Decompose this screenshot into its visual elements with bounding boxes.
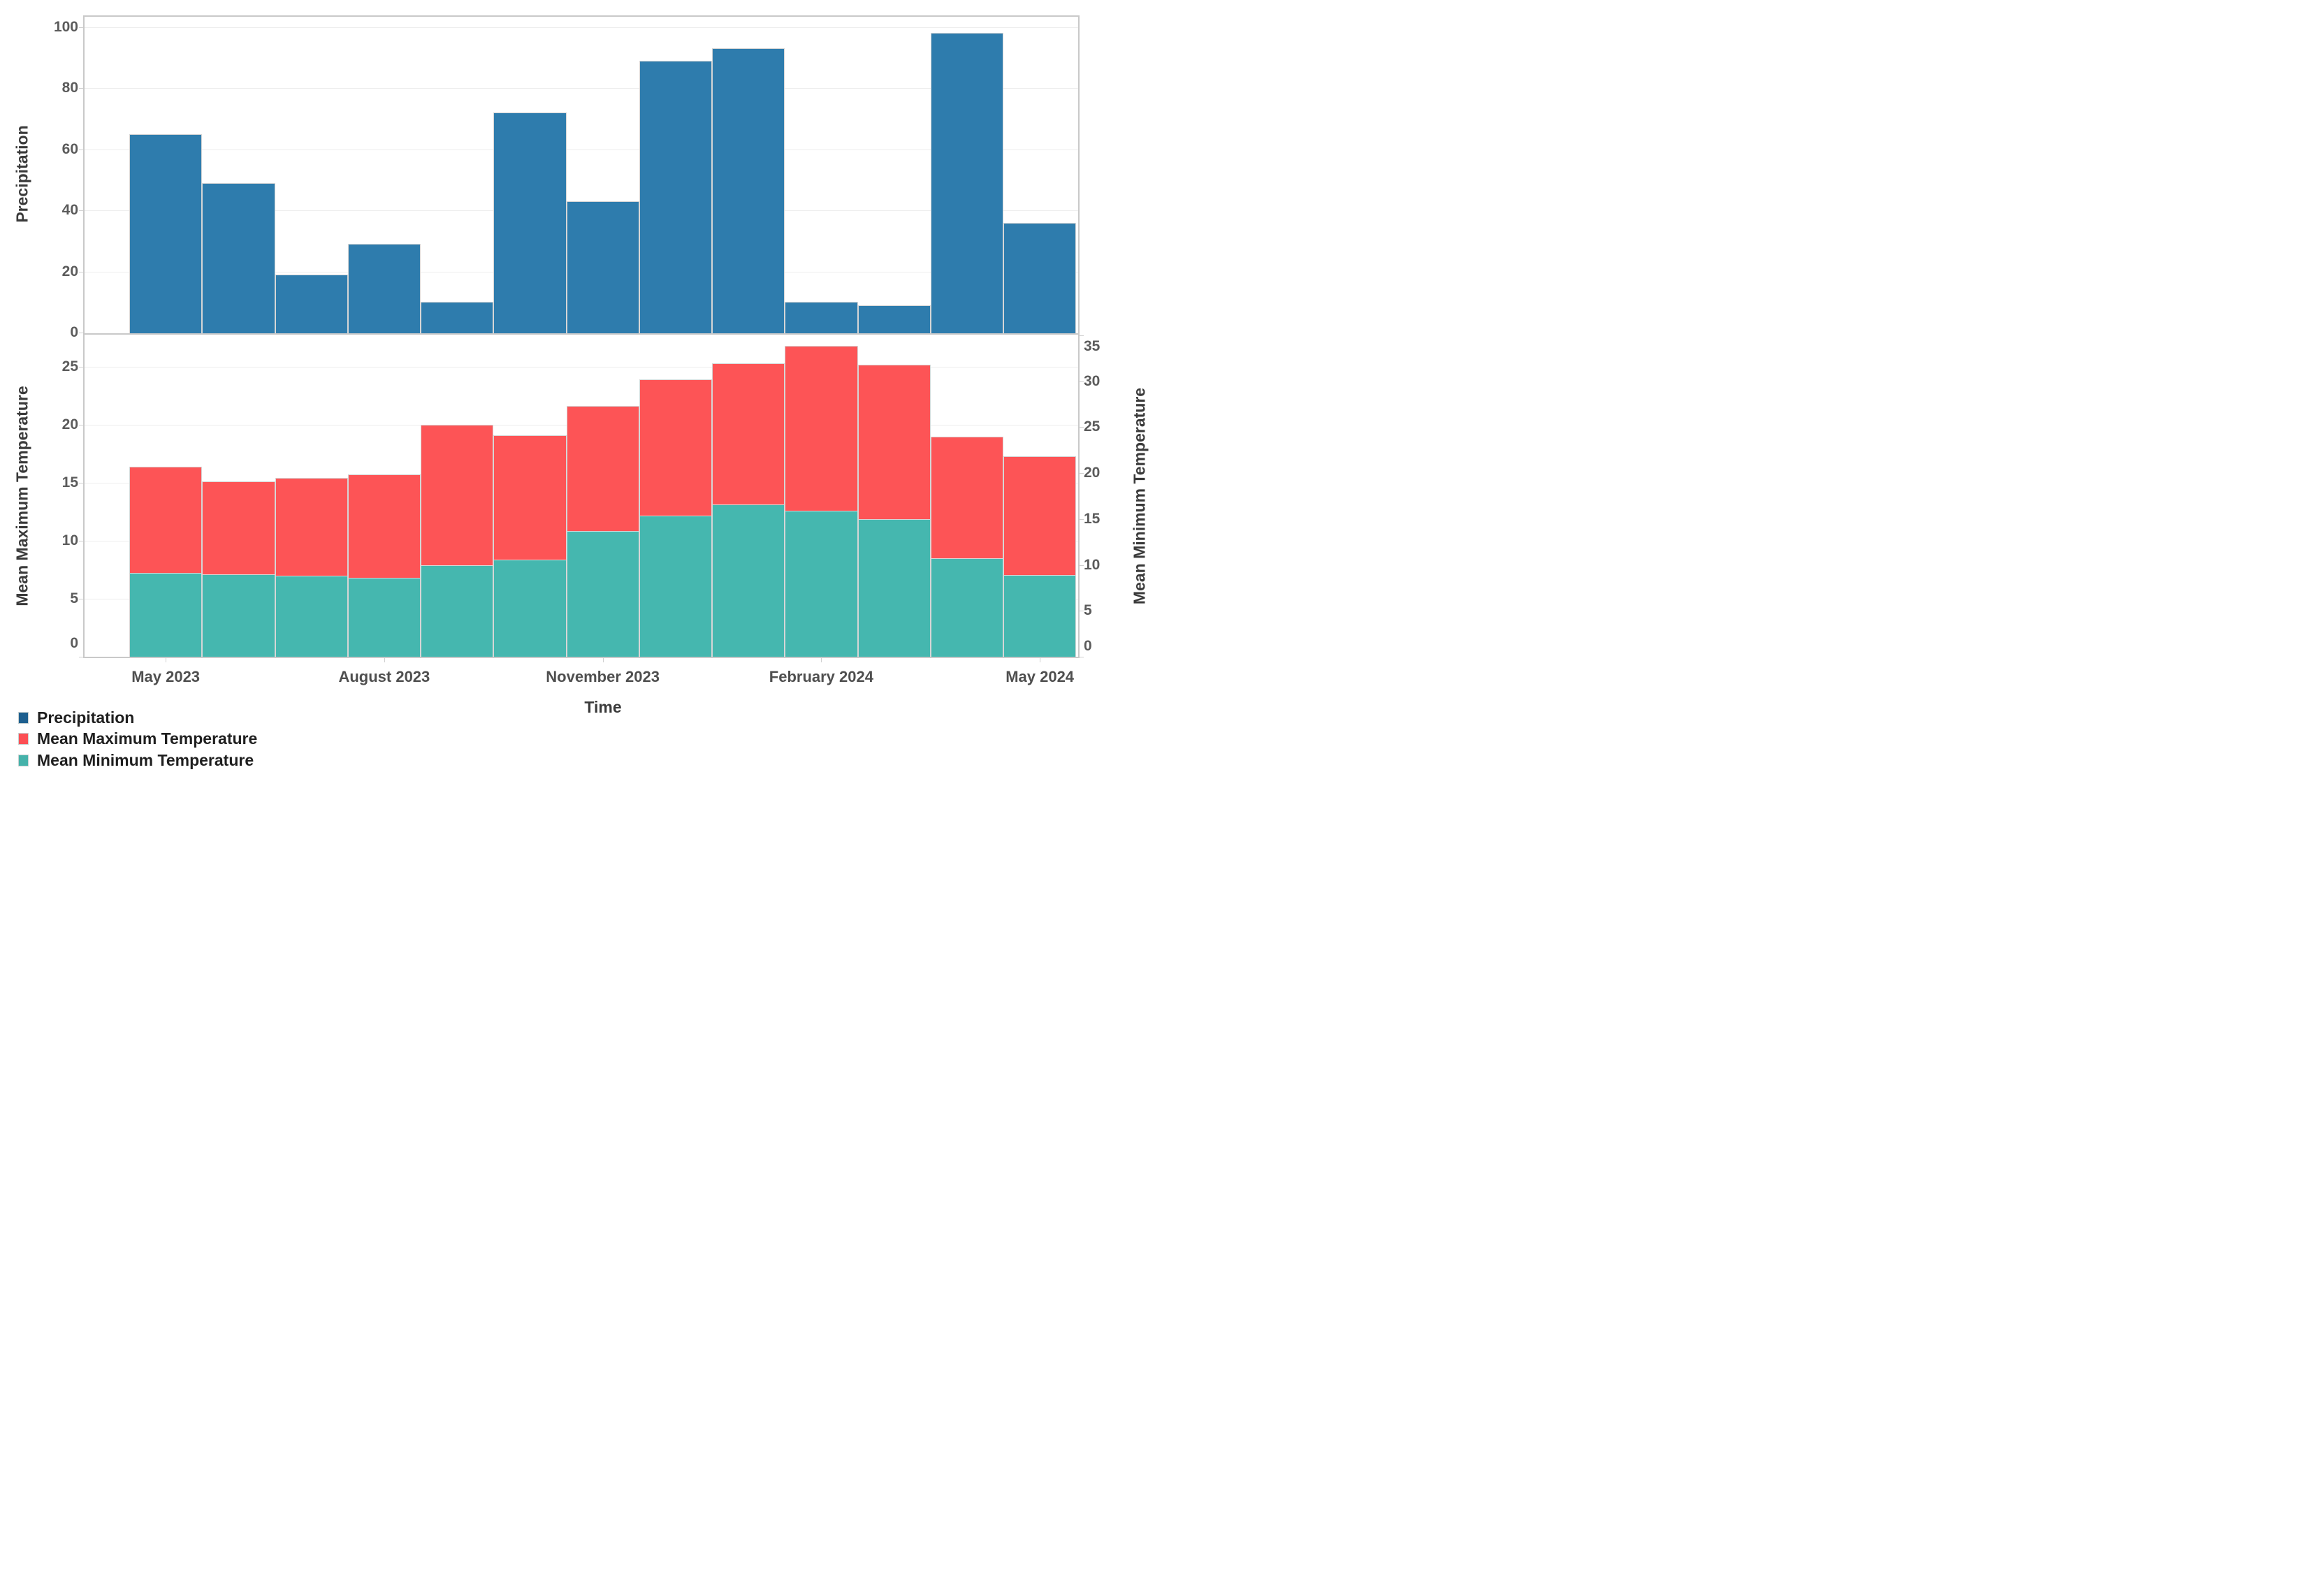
- legend-item-max-temperature: Mean Maximum Temperature: [18, 728, 257, 749]
- y-tick-label: 20: [61, 263, 78, 279]
- x-tick-mark: [821, 657, 822, 662]
- gridline: [85, 88, 1078, 89]
- x-tick-label: May 2024: [1005, 668, 1075, 685]
- y-tick-label: 100: [53, 18, 78, 35]
- legend-swatch-precipitation: [18, 711, 29, 724]
- y-tick-label: 80: [61, 80, 78, 96]
- x-tick-mark: [602, 657, 604, 662]
- x-tick-label: May 2023: [131, 668, 201, 685]
- top-panel-top-spine: [85, 15, 1078, 17]
- precipitation-bar: [1003, 222, 1077, 333]
- precipitation-bar: [857, 305, 931, 333]
- y-tick-label: 40: [61, 202, 78, 218]
- precipitation-bar: [493, 112, 567, 333]
- legend-swatch-max-temperature: [18, 732, 29, 745]
- y-tick-label: 0: [70, 324, 78, 340]
- min-temp-bar: [421, 565, 494, 657]
- legend-swatch-min-temperature: [18, 754, 29, 766]
- y-tick-mark: [79, 210, 85, 211]
- y-tick-label-right: 30: [1084, 372, 1101, 389]
- y-tick-mark-right: [1078, 335, 1084, 336]
- legend-label-max-temperature: Mean Maximum Temperature: [37, 729, 258, 748]
- y-tick-mark-right: [1078, 518, 1084, 520]
- min-temp-bar: [1003, 575, 1077, 657]
- x-tick-label: November 2023: [546, 668, 660, 685]
- y-tick-label-right: 35: [1084, 338, 1101, 354]
- y-tick-mark-right: [1078, 381, 1084, 382]
- legend-label-min-temperature: Mean Minimum Temperature: [37, 750, 254, 769]
- y-tick-label-left: 10: [61, 532, 78, 548]
- min-temp-bar: [129, 573, 203, 657]
- y-tick-label-right: 5: [1084, 602, 1092, 619]
- y-tick-label-left: 25: [61, 358, 78, 374]
- precipitation-bar: [566, 201, 639, 333]
- legend-item-min-temperature: Mean Minimum Temperature: [18, 750, 254, 771]
- y-tick-label-right: 20: [1084, 465, 1101, 481]
- y-tick-label-right: 25: [1084, 419, 1101, 435]
- precipitation-bar: [785, 302, 858, 333]
- min-temp-bar: [639, 515, 712, 657]
- y-tick-label: 60: [61, 140, 78, 157]
- precipitation-bar: [421, 302, 494, 333]
- min-temp-bar: [566, 530, 639, 657]
- max-temp-axis-title: Mean Maximum Temperature: [13, 386, 31, 606]
- panel-separator: [85, 333, 1078, 335]
- y-tick-mark: [79, 88, 85, 89]
- min-temp-bar: [202, 574, 275, 657]
- gridline: [85, 27, 1078, 28]
- y-tick-label-left: 15: [61, 474, 78, 490]
- right-spine: [1078, 15, 1080, 658]
- y-tick-mark-right: [1078, 427, 1084, 428]
- y-tick-label-left: 0: [70, 635, 78, 651]
- left-spine: [83, 15, 85, 658]
- dual-panel-weather-chart: Precipitation Mean Maximum Temperature M…: [0, 0, 1162, 786]
- y-tick-mark: [79, 27, 85, 28]
- legend-item-precipitation: Precipitation: [18, 707, 134, 728]
- y-tick-mark-right: [1078, 565, 1084, 566]
- precipitation-bar: [347, 244, 421, 333]
- legend-label-precipitation: Precipitation: [37, 708, 135, 727]
- precipitation-bar: [129, 133, 203, 333]
- min-temp-bar: [347, 577, 421, 657]
- x-tick-label: February 2024: [769, 668, 873, 685]
- x-tick-label: August 2023: [338, 668, 430, 685]
- min-temp-bar: [857, 518, 931, 657]
- min-temp-axis-title: Mean Minimum Temperature: [1130, 387, 1149, 605]
- precipitation-bar: [639, 60, 712, 333]
- y-tick-label-right: 0: [1084, 638, 1092, 654]
- precipitation-bar: [712, 48, 785, 333]
- bottom-panel-baseline: [85, 657, 1078, 658]
- precipitation-bar: [275, 274, 348, 333]
- y-tick-label-right: 15: [1084, 510, 1101, 527]
- y-tick-label-right: 10: [1084, 556, 1101, 573]
- x-tick-mark: [384, 657, 385, 662]
- min-temp-bar: [275, 576, 348, 657]
- min-temp-bar: [785, 511, 858, 657]
- min-temp-bar: [493, 559, 567, 657]
- y-tick-label-left: 20: [61, 416, 78, 432]
- precipitation-bar: [202, 182, 275, 333]
- precipitation-axis-title: Precipitation: [13, 125, 31, 223]
- precipitation-bar: [930, 33, 1003, 333]
- time-axis-title: Time: [584, 698, 622, 716]
- min-temp-bar: [930, 558, 1003, 657]
- y-tick-label-left: 5: [70, 590, 78, 606]
- min-temp-bar: [712, 504, 785, 657]
- y-tick-mark-right: [1078, 473, 1084, 474]
